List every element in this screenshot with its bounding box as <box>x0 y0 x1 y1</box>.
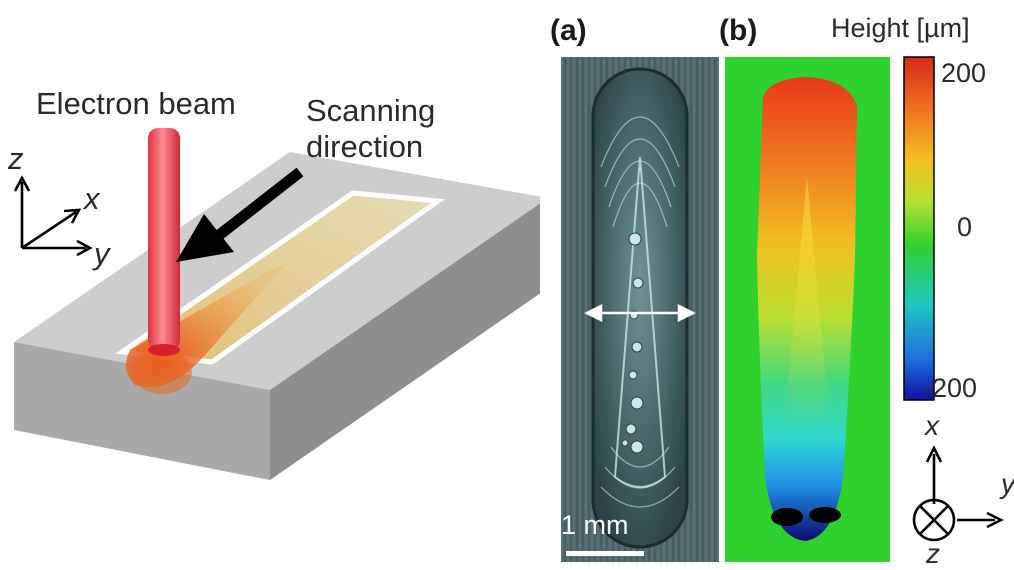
width-arrow <box>584 303 696 323</box>
orientation-axes-icon <box>912 445 1004 542</box>
schematic-diagram <box>13 128 540 480</box>
bead-center-wedge <box>613 156 667 488</box>
axes-icon <box>13 175 93 257</box>
scanning-label-line2: direction <box>306 129 424 164</box>
axis-z-label: z <box>8 141 24 176</box>
block-side-face <box>270 203 540 480</box>
height-map-crater-right <box>809 507 841 523</box>
colorbar-tick-min: -200 <box>923 373 978 403</box>
colorbar-tick-mid: 0 <box>957 212 973 242</box>
axis-y-label: y <box>94 236 110 271</box>
panel-a-label: (a) <box>550 14 587 47</box>
melt-bead <box>591 67 689 549</box>
panel-b-label: (b) <box>719 14 758 47</box>
colorbar <box>903 56 935 401</box>
colorbar-title: Height [µm] <box>831 13 970 43</box>
height-map <box>725 57 890 562</box>
melt-pool-depth <box>132 350 192 394</box>
colorbar-tick-max: 200 <box>941 58 987 88</box>
block-front-face <box>14 342 270 480</box>
scan-direction-arrow-shaft <box>214 167 304 241</box>
orientation-y-label: y <box>1001 468 1014 499</box>
scale-bar <box>566 551 644 556</box>
electron-beam-spot <box>148 344 180 356</box>
orientation-z-label: z <box>926 538 940 569</box>
axis-x-label: x <box>84 181 100 216</box>
orientation-x-label: x <box>925 410 939 441</box>
scan-direction-arrow-head <box>176 214 234 262</box>
height-map-crater-left <box>771 508 803 526</box>
electron-beam <box>148 128 180 350</box>
scale-bar-label: 1 mm <box>561 510 629 540</box>
electron-beam-label: Electron beam <box>36 86 236 121</box>
optical-image <box>561 57 719 562</box>
height-map-ridge <box>785 177 829 432</box>
scanning-label-line1: Scanning <box>306 93 436 128</box>
